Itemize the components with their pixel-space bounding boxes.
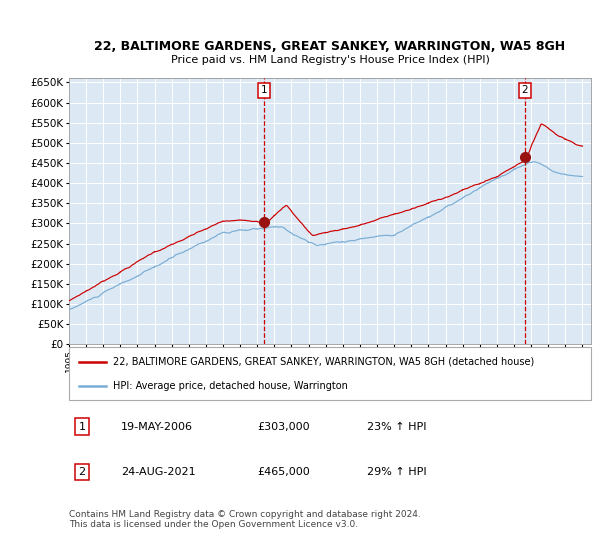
Text: Price paid vs. HM Land Registry's House Price Index (HPI): Price paid vs. HM Land Registry's House … xyxy=(170,55,490,65)
Text: 22, BALTIMORE GARDENS, GREAT SANKEY, WARRINGTON, WA5 8GH (detached house): 22, BALTIMORE GARDENS, GREAT SANKEY, WAR… xyxy=(113,357,535,367)
FancyBboxPatch shape xyxy=(69,347,591,400)
Text: 1: 1 xyxy=(79,422,86,432)
Text: 2: 2 xyxy=(521,85,528,95)
Text: 24-AUG-2021: 24-AUG-2021 xyxy=(121,468,196,477)
Text: £465,000: £465,000 xyxy=(257,468,310,477)
Text: 22, BALTIMORE GARDENS, GREAT SANKEY, WARRINGTON, WA5 8GH: 22, BALTIMORE GARDENS, GREAT SANKEY, WAR… xyxy=(94,40,566,53)
Text: 1: 1 xyxy=(260,85,267,95)
Text: HPI: Average price, detached house, Warrington: HPI: Average price, detached house, Warr… xyxy=(113,381,348,391)
Text: £303,000: £303,000 xyxy=(257,422,310,432)
Text: Contains HM Land Registry data © Crown copyright and database right 2024.
This d: Contains HM Land Registry data © Crown c… xyxy=(69,510,421,529)
Text: 2: 2 xyxy=(79,468,86,477)
Text: 23% ↑ HPI: 23% ↑ HPI xyxy=(367,422,426,432)
Text: 19-MAY-2006: 19-MAY-2006 xyxy=(121,422,193,432)
Text: 29% ↑ HPI: 29% ↑ HPI xyxy=(367,468,426,477)
